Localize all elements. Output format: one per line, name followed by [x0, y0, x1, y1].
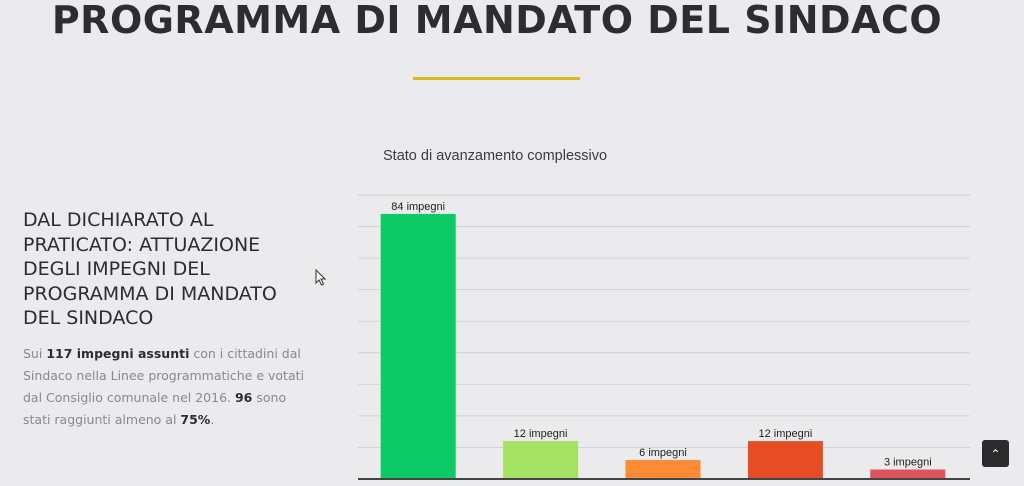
- section-paragraph: Sui 117 impegni assunti con i cittadini …: [23, 343, 313, 431]
- bar-data-label: 3 impegni: [884, 457, 932, 469]
- page-title: PROGRAMMA DI MANDATO DEL SINDACO: [51, 0, 943, 42]
- para-text: sono stati raggiunti almeno al: [23, 390, 287, 427]
- bar: [625, 460, 701, 479]
- para-bold: 96: [234, 390, 253, 405]
- para-text: con i cittadini dal Sindaco nella Linee …: [23, 346, 304, 405]
- bar: [870, 469, 946, 479]
- section-heading: DAL DICHIARATO AL PRATICATO: ATTUAZIONE …: [23, 209, 277, 329]
- mouse-cursor-icon: [315, 269, 327, 286]
- bar: [747, 441, 823, 479]
- bar-data-label: 12 impegni: [758, 428, 812, 440]
- scroll-to-top-button[interactable]: ⌃: [982, 440, 1009, 467]
- chevron-up-icon: ⌃: [990, 446, 1001, 461]
- chart-title: Stato di avanzamento complessivo: [383, 148, 608, 164]
- para-text: Sui: [23, 346, 47, 361]
- bar-data-label: 6 impegni: [639, 447, 687, 459]
- bar-data-label: 84 impegni: [391, 201, 445, 213]
- para-text: .: [210, 412, 215, 427]
- bar: [380, 213, 456, 479]
- title-divider: [413, 77, 580, 80]
- bar-data-label: 12 impegni: [514, 428, 568, 440]
- bar: [503, 441, 579, 479]
- para-bold: 75%: [180, 412, 211, 427]
- para-bold: 117 impegni assunti: [46, 346, 190, 361]
